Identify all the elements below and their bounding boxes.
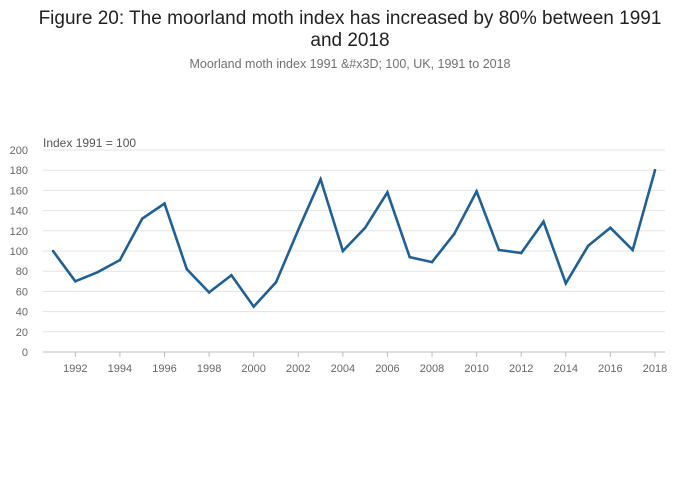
y-tick-label: 60: [16, 286, 28, 298]
data-point[interactable]: [274, 281, 278, 284]
x-tick-label: 2014: [554, 363, 578, 375]
y-tick-label: 160: [10, 185, 28, 197]
chart-title-line-2: and 2018: [310, 30, 390, 51]
data-point[interactable]: [140, 217, 144, 220]
y-tick-label: 0: [22, 347, 28, 359]
x-tick-label: 2018: [643, 363, 667, 375]
chart-title-line-1: Figure 20: The moorland moth index has i…: [38, 8, 662, 29]
data-point[interactable]: [542, 220, 545, 224]
y-tick-label: 200: [10, 145, 28, 157]
data-point[interactable]: [430, 260, 434, 264]
x-tick-label: 2002: [286, 363, 310, 375]
data-point[interactable]: [185, 267, 189, 271]
data-point[interactable]: [453, 232, 456, 236]
chart-title: Figure 20: The moorland moth index has i…: [0, 8, 700, 52]
x-tick-label: 1998: [197, 363, 221, 375]
data-point[interactable]: [96, 270, 99, 274]
x-tick-label: 2006: [375, 363, 399, 375]
x-tick-label: 2010: [464, 363, 488, 375]
x-tick-label: 2008: [420, 363, 444, 375]
data-point[interactable]: [341, 249, 345, 253]
y-tick-label: 40: [16, 307, 28, 319]
x-tick-label: 2000: [241, 363, 265, 375]
x-tick-label: 1994: [108, 363, 132, 375]
gridlines: [43, 149, 665, 333]
data-point[interactable]: [296, 228, 300, 232]
data-point[interactable]: [386, 191, 389, 194]
data-point[interactable]: [497, 248, 501, 252]
x-tick-label: 2016: [598, 363, 622, 375]
data-point[interactable]: [609, 226, 612, 230]
x-tick-label: 2012: [509, 363, 533, 375]
data-point[interactable]: [653, 168, 657, 172]
chart-subtitle: Moorland moth index 1991 &#x3D; 100, UK,…: [189, 57, 511, 71]
data-point[interactable]: [475, 190, 478, 193]
y-axis-label: Index 1991 = 100: [43, 136, 137, 150]
data-point[interactable]: [207, 291, 211, 294]
data-point[interactable]: [74, 280, 77, 283]
data-point[interactable]: [51, 249, 55, 253]
data-point[interactable]: [252, 305, 255, 308]
data-point[interactable]: [163, 202, 166, 205]
data-point[interactable]: [118, 258, 122, 262]
y-tick-label: 140: [10, 206, 28, 218]
data-point[interactable]: [631, 248, 634, 252]
y-tick-label: 20: [16, 327, 28, 339]
data-point[interactable]: [519, 251, 523, 255]
data-point[interactable]: [230, 273, 233, 277]
x-tick-label: 1992: [63, 363, 87, 375]
y-tick-label: 120: [10, 226, 28, 238]
data-point[interactable]: [363, 226, 367, 230]
data-point[interactable]: [319, 177, 322, 181]
y-tick-label: 100: [10, 246, 28, 258]
series-line: [51, 169, 657, 309]
data-point[interactable]: [586, 244, 590, 248]
x-axis-ticks: 1992 1994 1996 1998 2000 2002 2004 2006 2008 2010…: [63, 352, 667, 375]
x-tick-label: 1996: [152, 363, 176, 375]
data-point[interactable]: [408, 255, 412, 259]
y-tick-label: 80: [16, 266, 28, 278]
x-tick-label: 2004: [331, 363, 355, 375]
y-tick-label: 180: [10, 165, 28, 177]
data-series: [51, 168, 657, 309]
y-axis-ticks: 0 20 40 60 80 100 120 140 160 180 200: [10, 145, 28, 359]
data-point[interactable]: [564, 282, 568, 285]
